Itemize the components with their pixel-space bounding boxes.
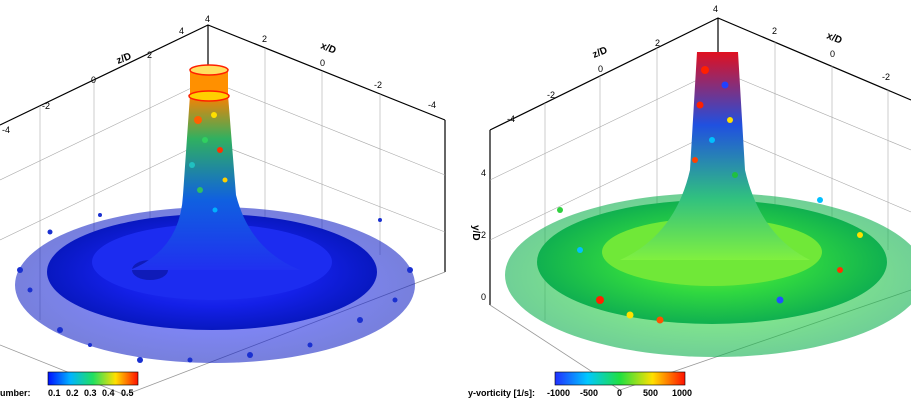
right-grid <box>489 42 911 320</box>
right-y-axis-label: y/D <box>470 225 481 241</box>
left-x-tick: 0 <box>320 58 325 68</box>
left-colorbar-tick: 0.1 <box>48 388 61 398</box>
left-z-tick: -2 <box>42 101 50 111</box>
right-x-axis-label: x/D <box>825 31 844 47</box>
right-x-tick: 2 <box>772 26 777 36</box>
right-z-tick: -2 <box>547 90 555 100</box>
left-colorbar-tick: 0.2 <box>66 388 79 398</box>
left-colorbar-tick: 0.3 <box>84 388 97 398</box>
left-column-eddies <box>189 112 228 213</box>
right-y-tick: 2 <box>481 230 486 240</box>
left-x-ticks: 4 2 0 -2 -4 <box>205 14 436 110</box>
right-colorbar-tick: 0 <box>617 388 622 398</box>
left-x-tick: 2 <box>262 34 267 44</box>
right-colorbar-tick: 500 <box>643 388 658 398</box>
right-y-ticks: 4 2 0 <box>481 168 486 302</box>
left-z-axis-label: z/D <box>115 51 133 67</box>
right-x-tick: 0 <box>830 49 835 59</box>
left-x-tick: 4 <box>205 14 210 24</box>
right-z-tick: -4 <box>507 114 515 124</box>
left-x-tick: -4 <box>428 100 436 110</box>
left-panel: -4 -2 0 2 4 z/D 4 2 0 -2 -4 x/D umber: 0… <box>0 14 446 398</box>
left-colorbar-tick: 0.4 <box>102 388 115 398</box>
right-colorbar-tick: 1000 <box>672 388 692 398</box>
right-z-axis-label: z/D <box>591 45 609 61</box>
right-jet-column <box>620 52 810 260</box>
right-colorbar-gradient <box>554 371 686 386</box>
right-z-tick: 0 <box>598 64 603 74</box>
left-colorbar-gradient <box>47 371 139 386</box>
right-y-tick: 4 <box>481 168 486 178</box>
left-z-tick: 2 <box>147 50 152 60</box>
right-x-tick: -2 <box>882 72 890 82</box>
right-x-ticks: 2 0 -2 <box>772 26 890 82</box>
right-colorbar-tick: -1000 <box>547 388 570 398</box>
right-column-eddies <box>692 66 738 178</box>
left-nozzle <box>188 64 230 102</box>
left-z-tick: 0 <box>91 75 96 85</box>
left-grid <box>0 48 446 320</box>
left-colorbar-tick: 0.5 <box>121 388 134 398</box>
left-x-tick: -2 <box>374 80 382 90</box>
right-panel: -4 -2 0 2 4 z/D 2 0 -2 x/D 4 2 0 y/D y-v… <box>468 4 911 398</box>
left-colorbar-label: umber: <box>0 388 31 398</box>
right-colorbar: y-vorticity [1/s]: -1000 -500 0 500 1000 <box>468 371 692 398</box>
right-y-tick: 0 <box>481 292 486 302</box>
left-z-tick: -4 <box>2 125 10 135</box>
left-jet-column <box>130 95 300 270</box>
right-colorbar-label: y-vorticity [1/s]: <box>468 388 535 398</box>
right-z-tick: 4 <box>713 4 718 14</box>
left-z-ticks: -4 -2 0 2 4 <box>2 26 184 135</box>
right-z-ticks: -4 -2 0 2 4 <box>507 4 718 124</box>
left-x-axis-label: x/D <box>319 41 338 57</box>
left-colorbar: umber: 0.1 0.2 0.3 0.4 0.5 <box>0 371 139 398</box>
left-spray-fringe <box>17 213 413 363</box>
right-colorbar-tick: -500 <box>580 388 598 398</box>
right-z-tick: 2 <box>655 38 660 48</box>
left-z-tick: 4 <box>179 26 184 36</box>
right-spread-eddies <box>557 197 863 324</box>
